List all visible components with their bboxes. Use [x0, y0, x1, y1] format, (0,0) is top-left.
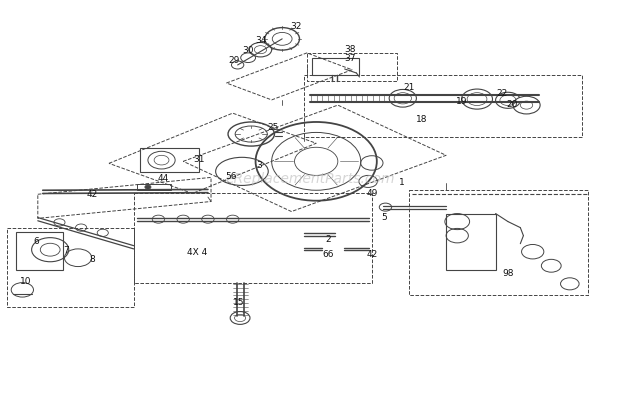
- Text: 21: 21: [403, 83, 415, 91]
- Text: 15: 15: [233, 298, 245, 307]
- Text: 29: 29: [229, 56, 240, 64]
- Text: 20: 20: [506, 100, 517, 109]
- Text: 5: 5: [381, 213, 387, 222]
- Text: 56: 56: [225, 172, 237, 181]
- Text: 49: 49: [366, 189, 378, 198]
- Text: 32: 32: [291, 22, 302, 31]
- Text: 42: 42: [87, 190, 98, 199]
- Text: 2: 2: [326, 235, 331, 244]
- Text: 10: 10: [20, 277, 31, 286]
- Text: 25: 25: [267, 123, 278, 132]
- Text: 37: 37: [345, 54, 356, 63]
- Text: 19: 19: [456, 98, 467, 106]
- Text: 44: 44: [157, 174, 169, 183]
- Text: 30: 30: [242, 46, 254, 55]
- Text: 18: 18: [415, 115, 427, 124]
- Text: 34: 34: [255, 36, 266, 46]
- Text: 4X 4: 4X 4: [187, 248, 208, 258]
- Text: 42: 42: [366, 250, 378, 259]
- Text: 8: 8: [89, 255, 95, 264]
- Text: 31: 31: [193, 155, 205, 164]
- Text: 6: 6: [33, 237, 40, 246]
- Text: 98: 98: [502, 269, 514, 278]
- Text: eReplacementParts.com: eReplacementParts.com: [225, 172, 395, 187]
- Text: 22: 22: [496, 89, 507, 98]
- Text: 66: 66: [323, 250, 334, 259]
- Text: 3: 3: [257, 161, 262, 170]
- Circle shape: [145, 185, 151, 189]
- Text: 7: 7: [63, 246, 69, 255]
- Text: 38: 38: [345, 45, 356, 54]
- Text: 1: 1: [399, 178, 404, 187]
